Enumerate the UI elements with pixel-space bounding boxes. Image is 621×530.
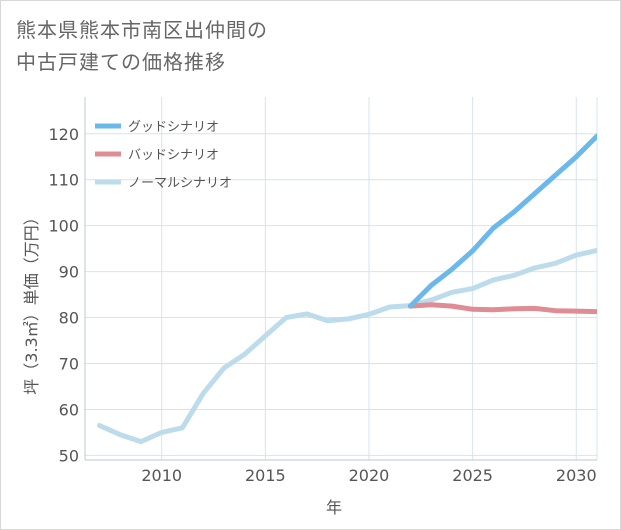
legend-label-2: ノーマルシナリオ	[128, 176, 232, 191]
chart-title-line1: 熊本県熊本市南区出仲間の	[16, 18, 268, 42]
y-tick-label: 60	[59, 400, 79, 419]
y-tick-label: 100	[48, 217, 79, 236]
x-tick-label: 2020	[349, 466, 390, 485]
x-tick-label: 2030	[556, 466, 597, 485]
y-tick-label: 50	[59, 446, 79, 465]
y-tick-label: 80	[59, 309, 79, 328]
legend-label-0: グッドシナリオ	[128, 120, 219, 135]
series-line-2	[97, 248, 597, 445]
x-tick-label: 2015	[245, 466, 286, 485]
chart-title-line2: 中古戸建ての価格推移	[16, 50, 226, 74]
series-line-0	[407, 133, 597, 309]
tick-labels: 50 60 70 80 90 100 110 120 2010 2015 2020 2025 2030	[48, 125, 596, 485]
y-tick-label: 110	[48, 171, 79, 190]
legend-label-1: バッドシナリオ	[128, 148, 219, 163]
series-line-1	[407, 302, 597, 315]
y-tick-label: 90	[59, 263, 79, 282]
y-tick-label: 70	[59, 355, 79, 374]
y-axis-label: 坪（3.3㎡）単価（万円）	[22, 209, 41, 394]
y-tick-label: 120	[48, 125, 79, 144]
x-tick-label: 2025	[452, 466, 493, 485]
chart-title: 熊本県熊本市南区出仲間の 中古戸建ての価格推移	[16, 14, 576, 78]
series-lines	[97, 133, 597, 445]
x-axis-label: 年	[326, 498, 342, 517]
x-tick-label: 2010	[141, 466, 182, 485]
